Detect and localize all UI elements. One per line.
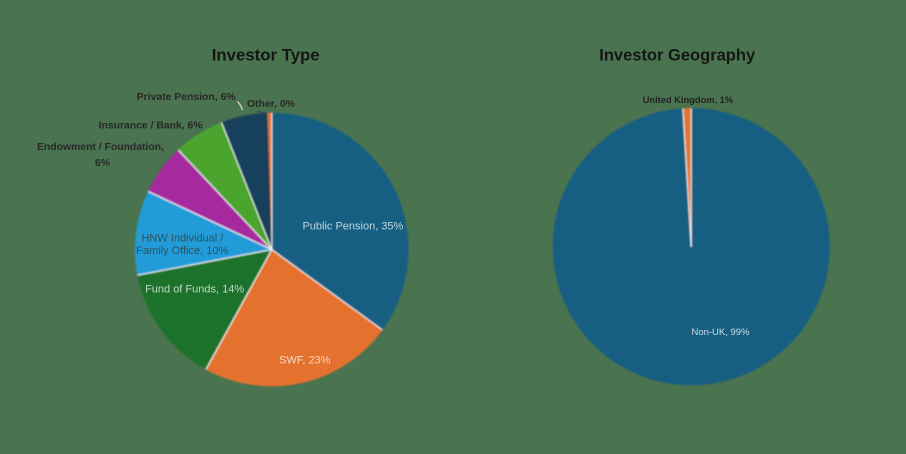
svg-text:Endowment / Foundation,: Endowment / Foundation, xyxy=(37,142,164,153)
svg-text:Non-UK, 99%: Non-UK, 99% xyxy=(691,327,750,338)
svg-text:SWF, 23%: SWF, 23% xyxy=(279,355,331,367)
svg-text:6%: 6% xyxy=(95,158,110,169)
svg-text:HNW Individual /: HNW Individual / xyxy=(141,232,224,244)
svg-text:Investor Geography: Investor Geography xyxy=(599,47,756,65)
svg-text:Family Office, 10%: Family Office, 10% xyxy=(136,245,228,257)
svg-text:Other, 0%: Other, 0% xyxy=(247,99,295,110)
svg-text:Private Pension, 6%: Private Pension, 6% xyxy=(137,92,236,103)
svg-text:Fund of Funds, 14%: Fund of Funds, 14% xyxy=(145,283,244,295)
svg-text:Public Pension, 35%: Public Pension, 35% xyxy=(302,220,403,232)
svg-text:Insurance / Bank, 6%: Insurance / Bank, 6% xyxy=(99,121,203,132)
svg-text:United Kingdom, 1%: United Kingdom, 1% xyxy=(643,95,734,105)
svg-text:Investor Type: Investor Type xyxy=(212,46,320,65)
